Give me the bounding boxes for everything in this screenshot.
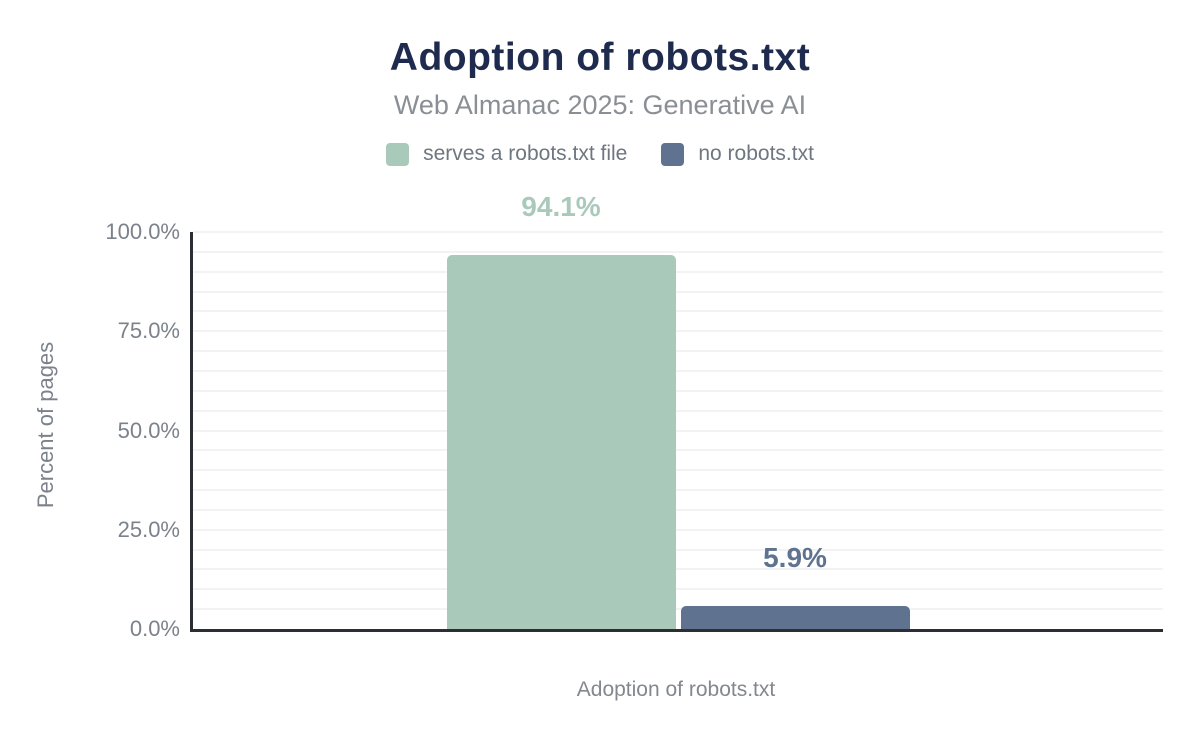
- legend-item-no-robots-txt[interactable]: no robots.txt: [661, 142, 814, 166]
- gridline: [193, 508, 1163, 511]
- gridline: [193, 608, 1163, 611]
- gridline: [193, 548, 1163, 551]
- gridline: [193, 469, 1163, 472]
- gridline: [193, 528, 1163, 531]
- gridline: [193, 568, 1163, 571]
- y-tick-label: 50.0%: [117, 417, 180, 443]
- gridline: [193, 588, 1163, 591]
- bar-1[interactable]: [680, 605, 910, 629]
- bar-column-0: 94.1%: [446, 191, 676, 629]
- gridline: [193, 369, 1163, 372]
- bar-0[interactable]: [446, 255, 676, 629]
- gridline: [193, 330, 1163, 333]
- y-tick-label: 25.0%: [117, 516, 180, 542]
- plot-area: 0.0% 25.0% 50.0% 75.0% 100.0% 94.1% 5.9%: [105, 191, 1163, 641]
- gridline: [193, 409, 1163, 412]
- gridline: [193, 449, 1163, 452]
- legend-item-serves-robots-txt[interactable]: serves a robots.txt file: [386, 142, 627, 166]
- chart-title: Adoption of robots.txt: [389, 36, 811, 79]
- legend-swatch-green-icon: [386, 142, 410, 166]
- bars-container: 94.1% 5.9%: [193, 191, 1163, 629]
- legend-label: serves a robots.txt file: [423, 142, 628, 165]
- y-tick-label: 100.0%: [105, 219, 180, 244]
- gridline: [193, 250, 1163, 253]
- gridline: [193, 389, 1163, 392]
- legend-swatch-slate-icon: [661, 142, 685, 166]
- gridline: [193, 489, 1163, 492]
- chart-subtitle: Web Almanac 2025: Generative AI: [393, 90, 807, 120]
- y-tick-label: 0.0%: [129, 616, 180, 641]
- y-tick-label: 75.0%: [117, 318, 180, 344]
- gridline: [193, 270, 1163, 273]
- gridline: [193, 231, 1163, 233]
- chart-legend: serves a robots.txt file no robots.txt: [0, 142, 1200, 166]
- legend-label: no robots.txt: [698, 142, 814, 165]
- gridline: [193, 429, 1163, 432]
- gridline: [193, 350, 1163, 353]
- y-axis-title: Percent of pages: [33, 341, 58, 509]
- bar-value-label-1: 5.9%: [763, 541, 827, 573]
- x-axis-label: Adoption of robots.txt: [576, 678, 776, 701]
- gridline: [193, 290, 1163, 293]
- bar-column-1: 5.9%: [680, 232, 910, 629]
- bar-value-label-0: 94.1%: [521, 191, 601, 223]
- gridline: [193, 310, 1163, 313]
